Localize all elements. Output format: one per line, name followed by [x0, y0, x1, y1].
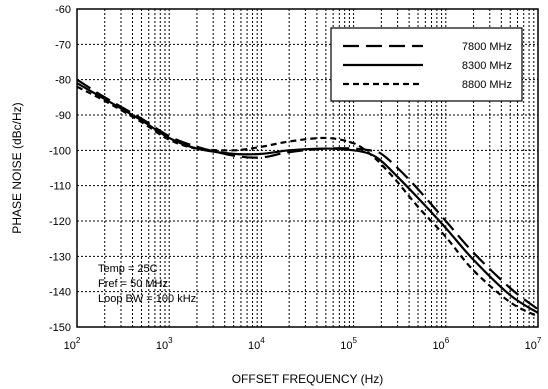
y-tick-label: -130	[49, 251, 71, 263]
x-axis-label: OFFSET FREQUENCY (Hz)	[232, 372, 384, 386]
y-tick-label: -70	[55, 39, 71, 51]
y-tick-label: -140	[49, 287, 71, 299]
annotations: Temp = 25C Fref = 50 MHz Loop BW = 100 kHz	[98, 263, 196, 305]
y-tick-label: -80	[55, 75, 71, 87]
series-line-8800-mhz	[76, 85, 539, 318]
x-tick-label: 105	[340, 336, 357, 352]
x-tick-label: 102	[64, 336, 81, 352]
x-tick-label: 104	[248, 336, 265, 352]
y-axis-label: PHASE NOISE (dBc/Hz)	[10, 102, 24, 233]
y-tick-label: -100	[49, 145, 71, 157]
x-tick-labels: 102 103 104 105 106 107	[64, 336, 542, 352]
plot-frame	[76, 8, 539, 328]
legend-label: 8300 MHz	[462, 60, 512, 72]
legend-label: 8800 MHz	[462, 79, 512, 91]
y-tick-label: -60	[55, 4, 71, 16]
y-tick-label: -120	[49, 216, 71, 228]
series-line-8300-mhz	[76, 82, 539, 314]
legend-label: 7800 MHz	[462, 41, 512, 53]
x-tick-label: 107	[525, 336, 542, 352]
annotation-text: Fref = 50 MHz	[98, 278, 168, 290]
x-tick-label: 103	[156, 336, 173, 352]
y-tick-label: -150	[49, 322, 71, 334]
y-tick-label: -90	[55, 110, 71, 122]
x-tick-label: 106	[432, 336, 449, 352]
legend: 7800 MHz 8300 MHz 8800 MHz	[330, 27, 523, 102]
annotation-text: Temp = 25C	[98, 263, 158, 275]
series-layer	[76, 78, 539, 318]
y-tick-label: -110	[50, 181, 71, 193]
y-tick-labels: -60 -70 -80 -90 -100 -110 -120 -130 -140 -150	[49, 4, 71, 334]
annotation-text: Loop BW = 100 kHz	[98, 293, 196, 305]
